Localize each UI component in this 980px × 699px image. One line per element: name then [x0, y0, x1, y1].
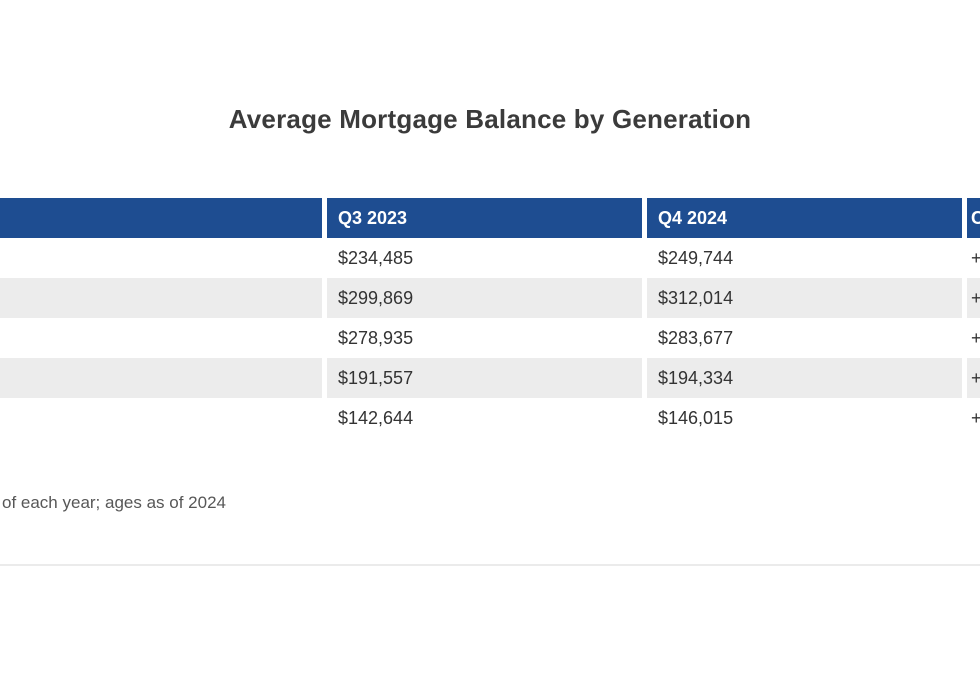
header-cell-change-truncated: C	[967, 198, 980, 238]
table-row: $142,644 $146,015 +	[0, 398, 980, 438]
cell-generation	[0, 398, 322, 438]
cell-q3-2023: $278,935	[338, 327, 414, 348]
cell-q4-2024: $283,677	[658, 327, 734, 348]
table-header-row: Q3 2023 Q4 2024 C	[0, 198, 980, 238]
header-cell-q4-2024: Q4 2024	[647, 198, 962, 238]
table-row: $278,935 $283,677 +	[0, 318, 980, 358]
cell-q4-2024: $194,334	[647, 358, 962, 398]
cell-generation	[0, 238, 322, 278]
table-row: $234,485 $249,744 +	[0, 238, 980, 278]
cell-q4-2024: $146,015	[658, 407, 734, 428]
cell-change-truncated: +	[971, 247, 980, 268]
cell-generation	[0, 278, 322, 318]
cell-q3-2023: $234,485	[338, 247, 414, 268]
header-cell-generation	[0, 198, 322, 238]
footnote: of each year; ages as of 2024	[2, 493, 226, 512]
table-row: $299,869 $312,014 +	[0, 278, 980, 318]
cell-change-truncated: +	[967, 358, 980, 398]
table-row: $191,557 $194,334 +	[0, 358, 980, 398]
cell-change-truncated: +	[971, 327, 980, 348]
cell-q3-2023: $142,644	[338, 407, 414, 428]
section-divider	[0, 564, 980, 566]
cell-generation	[0, 318, 322, 358]
page-title: Average Mortgage Balance by Generation	[228, 104, 752, 135]
cell-generation	[0, 358, 322, 398]
cell-change-truncated: +	[967, 278, 980, 318]
cell-q4-2024: $312,014	[647, 278, 962, 318]
cell-q4-2024: $249,744	[658, 247, 734, 268]
cell-change-truncated: +	[971, 407, 980, 428]
cell-q3-2023: $191,557	[327, 358, 642, 398]
mortgage-balance-table: Q3 2023 Q4 2024 C $234,485 $249,744 + $2…	[0, 198, 980, 438]
cell-q3-2023: $299,869	[327, 278, 642, 318]
header-cell-q3-2023: Q3 2023	[327, 198, 642, 238]
